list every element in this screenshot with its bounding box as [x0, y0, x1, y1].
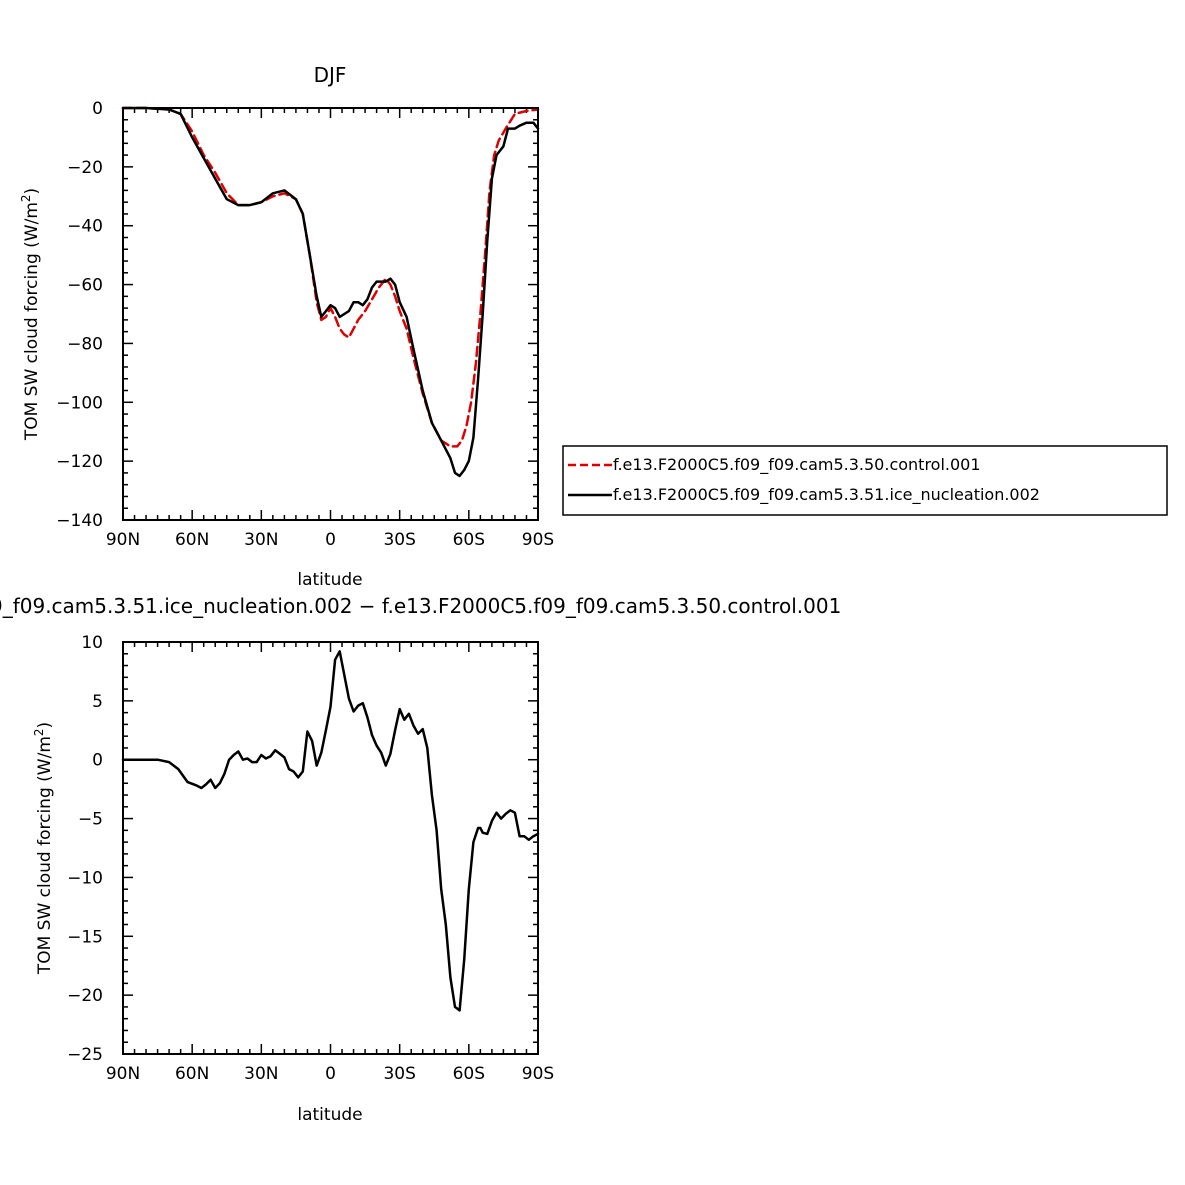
bottom-y-tick-label: 0 — [92, 751, 103, 771]
bottom-x-tick-label: 0 — [325, 1064, 336, 1084]
bottom-x-tick-label: 60S — [453, 1064, 485, 1084]
bottom-x-tick-label: 90S — [522, 1064, 554, 1084]
top-plot-frame — [122, 107, 539, 521]
bottom-y-tick-label: 10 — [81, 633, 103, 653]
bottom-y-axis-label-sup: 2 — [32, 728, 46, 736]
top-x-tick-label: 60S — [453, 530, 485, 550]
top-x-tick-label: 60N — [175, 530, 209, 550]
top-y-tick-label: −100 — [56, 393, 103, 413]
top-series-line-1 — [121, 106, 540, 478]
bottom-plot-frame — [122, 641, 539, 1055]
top-y-axis-label-sup: 2 — [19, 194, 33, 202]
top-y-axis-label-end: ) — [22, 188, 42, 195]
bottom-y-tick-label: −10 — [67, 868, 103, 888]
top-y-tick-label: −60 — [67, 276, 103, 296]
bottom-x-tick-label: 30N — [244, 1064, 278, 1084]
top-y-tick-label: −80 — [67, 334, 103, 354]
top-y-axis-label: TOM SW cloud forcing (W/m2) — [19, 188, 42, 441]
top-axes: 90N 60N 30N 0 30S 60S 90S −140 −120 −100 −80 −60 −40… — [56, 99, 554, 550]
bottom-y-tick-label: −25 — [67, 1045, 103, 1065]
top-y-tick-label: −20 — [67, 158, 103, 178]
bottom-y-axis-label: TOM SW cloud forcing (W/m2) — [32, 722, 55, 975]
top-y-axis-label-main: TOM SW cloud forcing (W/m — [22, 202, 42, 441]
bottom-x-tick-label: 60N — [175, 1064, 209, 1084]
bottom-axes: 90N 60N 30N 0 30S 60S 90S −25 −20 −15 −10 −5 0 5 10 — [67, 633, 554, 1084]
bottom-x-axis-label: latitude — [297, 1105, 362, 1125]
top-y-tick-label: 0 — [92, 99, 103, 119]
legend: f.e13.F2000C5.f09_f09.cam5.3.50.control.… — [562, 445, 1168, 516]
bottom-y-tick-label: −20 — [67, 986, 103, 1006]
top-x-tick-label: 30N — [244, 530, 278, 550]
top-x-tick-label: 0 — [325, 530, 336, 550]
top-y-tick-label: −140 — [56, 511, 103, 531]
bottom-y-tick-label: −15 — [67, 927, 103, 947]
top-plot-title: DJF — [314, 63, 347, 87]
top-x-axis-label: latitude — [297, 570, 362, 590]
top-x-tick-label: 90N — [106, 530, 140, 550]
bottom-x-tick-label: 30S — [383, 1064, 415, 1084]
top-series-group — [121, 106, 540, 478]
bottom-y-axis-label-main: TOM SW cloud forcing (W/m — [35, 736, 55, 975]
bottom-y-tick-label: −5 — [78, 810, 103, 830]
bottom-series-group — [121, 650, 540, 1012]
top-panel: DJF 90N 60N 30N 0 30S 60S 90S −140 −120 −100 −80 −6… — [19, 63, 1168, 590]
top-x-tick-label: 30S — [383, 530, 415, 550]
bottom-plot-title: f.e13.F2000C5.f09_f09.cam5.3.51.ice_nucl… — [0, 594, 841, 618]
top-y-tick-label: −40 — [67, 217, 103, 237]
legend-label-control: f.e13.F2000C5.f09_f09.cam5.3.50.control.… — [613, 455, 981, 475]
bottom-x-tick-label: 90N — [106, 1064, 140, 1084]
top-y-tick-label: −120 — [56, 452, 103, 472]
legend-label-ice-nucleation: f.e13.F2000C5.f09_f09.cam5.3.51.ice_nucl… — [613, 485, 1040, 505]
bottom-y-tick-label: 5 — [92, 692, 103, 712]
bottom-panel: f.e13.F2000C5.f09_f09.cam5.3.51.ice_nucl… — [0, 594, 841, 1125]
bottom-series-line-0 — [121, 650, 540, 1012]
legend-box — [562, 445, 1168, 516]
bottom-y-axis-label-end: ) — [35, 722, 55, 729]
top-x-tick-label: 90S — [522, 530, 554, 550]
